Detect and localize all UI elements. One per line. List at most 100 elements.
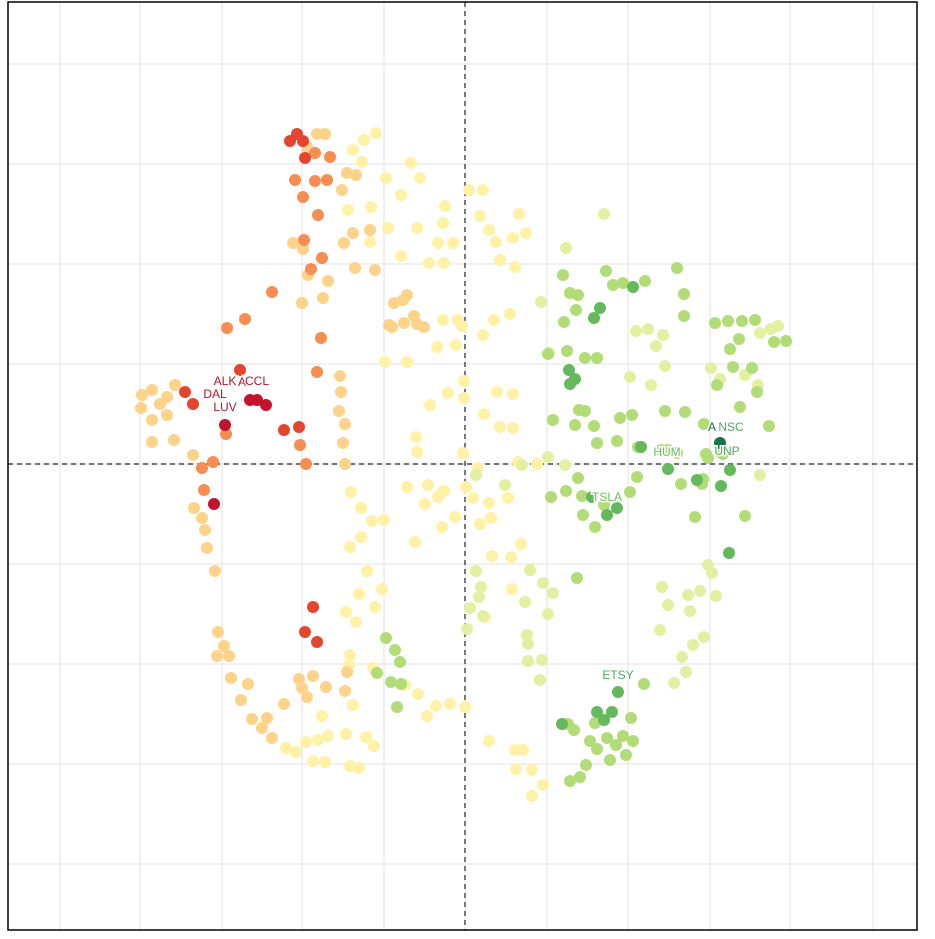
point <box>411 222 423 234</box>
point <box>350 616 362 628</box>
point <box>333 405 345 417</box>
point <box>711 379 723 391</box>
point <box>542 451 554 463</box>
point <box>746 362 758 374</box>
point <box>467 492 479 504</box>
point <box>179 386 191 398</box>
point <box>739 510 751 522</box>
point <box>208 498 220 510</box>
point <box>340 728 352 740</box>
point <box>432 237 444 249</box>
point <box>266 286 278 298</box>
point <box>369 264 381 276</box>
annotation: UNP <box>714 444 739 458</box>
point <box>146 436 158 448</box>
point <box>317 292 329 304</box>
point <box>207 456 219 468</box>
point <box>705 362 717 374</box>
point <box>344 760 356 772</box>
point <box>168 434 180 446</box>
point <box>154 398 166 410</box>
point <box>561 345 573 357</box>
point <box>502 492 514 504</box>
point <box>763 420 775 432</box>
point <box>432 491 444 503</box>
point <box>572 289 584 301</box>
point <box>371 667 383 679</box>
point <box>522 638 534 650</box>
point <box>722 315 734 327</box>
point <box>586 491 598 503</box>
point <box>568 724 580 736</box>
point <box>717 448 729 460</box>
point <box>458 375 470 387</box>
point <box>536 654 548 666</box>
point <box>689 511 701 523</box>
point <box>515 538 527 550</box>
point <box>431 341 443 353</box>
point <box>321 174 333 186</box>
point <box>734 401 746 413</box>
point <box>545 491 557 503</box>
point <box>606 706 618 718</box>
point <box>201 542 213 554</box>
point <box>607 279 619 291</box>
point <box>570 304 582 316</box>
point <box>457 447 469 459</box>
point <box>349 262 361 274</box>
point <box>698 418 710 430</box>
point <box>339 685 351 697</box>
point <box>419 498 431 510</box>
point <box>470 469 482 481</box>
point <box>299 152 311 164</box>
point <box>405 157 417 169</box>
point <box>727 361 739 373</box>
point <box>436 521 448 533</box>
point <box>135 402 147 414</box>
point <box>460 481 472 493</box>
point <box>391 701 403 713</box>
point <box>212 626 224 638</box>
point <box>444 698 456 710</box>
point <box>474 518 486 530</box>
point <box>411 318 423 330</box>
point <box>430 700 442 712</box>
point <box>680 666 692 678</box>
point <box>537 577 549 589</box>
point <box>322 275 334 287</box>
point <box>557 269 569 281</box>
point <box>266 732 278 744</box>
point <box>364 236 376 248</box>
point <box>297 243 309 255</box>
point <box>394 656 406 668</box>
point <box>617 730 629 742</box>
point <box>580 759 592 771</box>
grid <box>8 2 917 930</box>
point <box>356 156 368 168</box>
point <box>196 462 208 474</box>
point <box>584 735 596 747</box>
point <box>483 497 495 509</box>
point <box>556 718 568 730</box>
point <box>569 419 581 431</box>
point <box>370 127 382 139</box>
point <box>278 698 290 710</box>
point <box>715 480 727 492</box>
point <box>369 601 381 613</box>
point <box>526 790 538 802</box>
point <box>324 151 336 163</box>
point <box>421 710 433 722</box>
point <box>459 701 471 713</box>
point <box>412 688 424 700</box>
point <box>668 677 680 689</box>
point <box>650 340 662 352</box>
point <box>322 730 334 742</box>
point <box>187 398 199 410</box>
point <box>594 302 606 314</box>
point <box>358 134 370 146</box>
point <box>494 421 506 433</box>
point <box>507 232 519 244</box>
point <box>542 348 554 360</box>
point <box>749 314 761 326</box>
